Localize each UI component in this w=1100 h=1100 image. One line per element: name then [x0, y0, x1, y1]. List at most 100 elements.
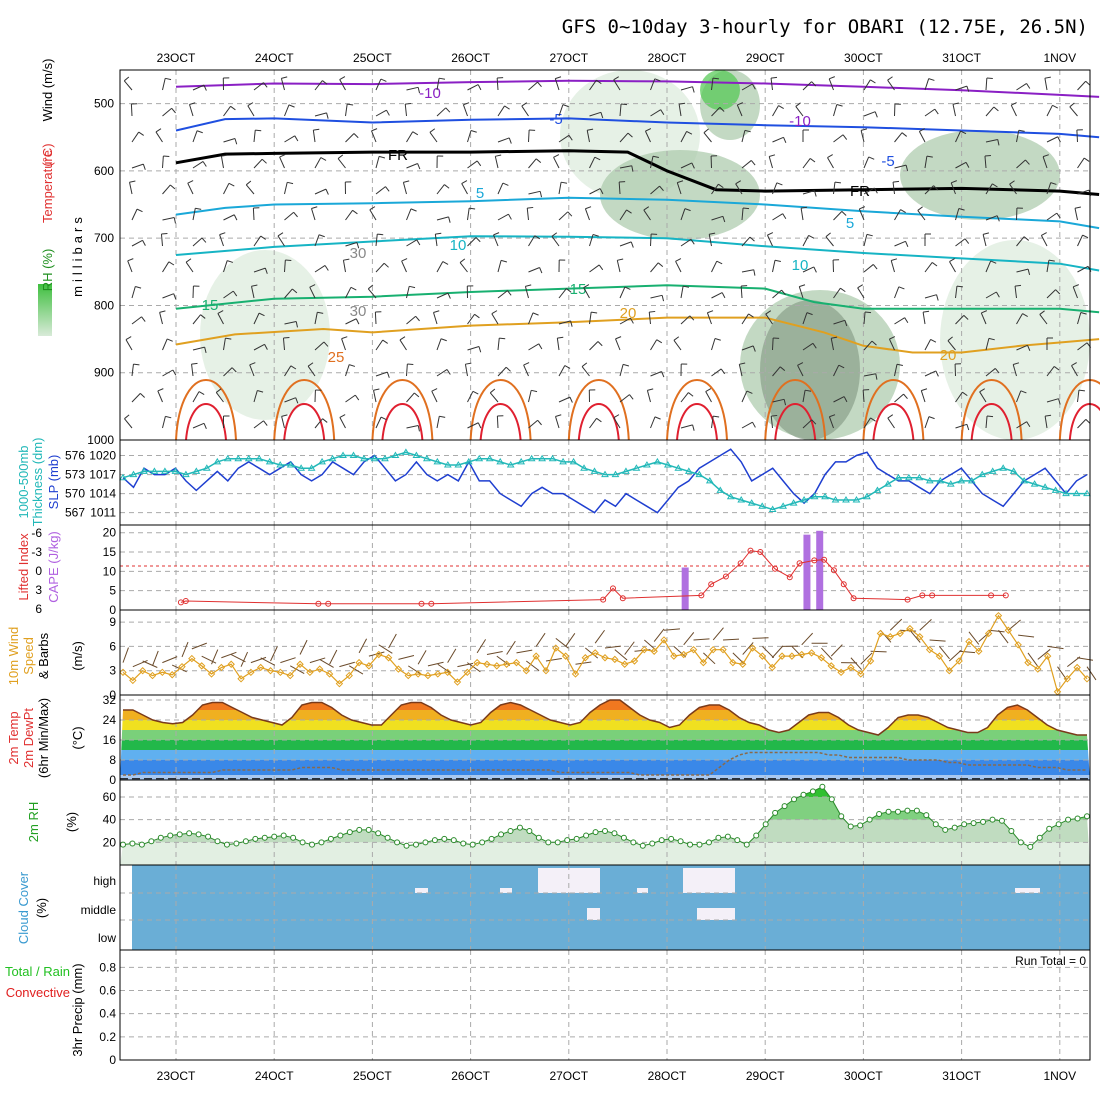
wind-barb	[281, 416, 285, 429]
wind-barb-flag	[808, 234, 815, 239]
wind-barb-flag	[203, 423, 207, 430]
wind-barb	[253, 420, 264, 429]
wind-speed-point	[699, 658, 708, 667]
wind-barb	[1046, 260, 1050, 273]
wind-barb	[680, 208, 686, 221]
rh2m-point	[1036, 834, 1043, 841]
wind-barb	[345, 394, 356, 403]
wind-barb	[675, 261, 682, 273]
wind-barb	[496, 415, 499, 429]
rh2m-point	[942, 826, 949, 833]
wind-barb	[833, 104, 838, 117]
rh-label: RH (%)	[40, 249, 55, 292]
wind-speed-point	[542, 667, 550, 675]
li-point	[182, 598, 189, 604]
wind-barb-flag	[203, 84, 207, 91]
wind-barb	[650, 339, 658, 351]
wind-barb	[476, 639, 487, 654]
bottom-x-tick: 31OCT	[942, 1069, 981, 1083]
wind-barb	[369, 209, 377, 221]
wind-barb-flag	[416, 239, 421, 246]
wind-barb	[125, 339, 133, 351]
bottom-x-tick: 25OCT	[353, 1069, 392, 1083]
wind-barb	[711, 368, 722, 377]
bottom-x-ticks: 23OCT 24OCT 25OCT 26OCT 27OCT 28OCT 29OCT 30OCT…	[157, 1069, 1076, 1083]
wind-barb	[558, 182, 562, 195]
rh2m-point	[913, 807, 920, 814]
top-x-tick: 30OCT	[844, 51, 883, 65]
wind-barb	[311, 208, 316, 221]
rh2m-point	[1055, 821, 1062, 828]
wind-barb	[526, 660, 540, 672]
wind-barb-flag	[783, 399, 787, 406]
wind-barb	[215, 392, 224, 403]
contour-label: -10	[789, 113, 811, 130]
wind-barb	[770, 416, 773, 429]
bottom-x-tick: 23OCT	[157, 1069, 196, 1083]
wind-barb-flag	[868, 156, 875, 160]
isotherm-30	[381, 403, 424, 441]
rh2m-point	[668, 835, 675, 842]
wind-barb	[374, 311, 377, 325]
li-point	[315, 600, 322, 607]
wind-speed-point	[197, 662, 206, 670]
wind-barb-flag	[936, 294, 939, 301]
thickness-point	[339, 451, 347, 459]
wind-barb-flag	[324, 265, 329, 271]
wind-barb-flag	[139, 393, 145, 398]
wind-barb	[406, 286, 410, 299]
wind-barb-flag	[995, 291, 1000, 298]
wind-barb	[1016, 344, 1028, 351]
wind-barb	[924, 156, 928, 169]
wind-barb	[528, 158, 537, 169]
wind-speed-point	[483, 660, 491, 668]
rh2m-point	[327, 835, 334, 842]
thickness-point	[653, 457, 662, 465]
rh2m-point	[630, 839, 637, 846]
rh2m-point	[488, 835, 495, 842]
cape-bar	[681, 567, 689, 610]
wind-barb	[589, 156, 596, 169]
wind-barb-flag	[891, 258, 898, 261]
wind-barb-flag	[386, 371, 390, 378]
wind-barb	[565, 633, 576, 647]
wind-barb	[436, 416, 440, 429]
wind-barb	[497, 105, 505, 117]
thickness-point	[737, 495, 746, 503]
wind-barb	[253, 267, 266, 273]
wind-barb-flag	[684, 208, 691, 212]
wind-barb	[894, 240, 906, 247]
thickness-point	[999, 464, 1008, 471]
wind-barb-flag	[716, 260, 723, 265]
wind-barb-flag	[165, 77, 172, 81]
wind-barb-flag	[263, 420, 268, 426]
wind-barb-flag	[566, 288, 572, 293]
wind-barb	[319, 658, 334, 668]
thickness-point	[433, 457, 442, 465]
wind-barb	[615, 338, 621, 351]
rh2m-point	[176, 831, 183, 838]
wind-barb	[223, 290, 234, 299]
wind-barb-flag	[318, 234, 325, 238]
wind-barb-flag	[963, 315, 969, 320]
wind-barb-flag	[1044, 76, 1051, 79]
wind-barb-flag	[737, 102, 744, 106]
wind-speed-point	[119, 668, 127, 677]
y-tick-label: 3	[109, 664, 116, 678]
wind-barb-flag	[185, 258, 192, 263]
wind-barb	[762, 646, 775, 659]
contour-label: 30	[350, 245, 367, 262]
wind-barb-flag	[439, 415, 446, 418]
y-tick-label: 24	[103, 713, 117, 727]
thickness-point	[223, 454, 232, 462]
wind-barb	[736, 104, 743, 117]
wind-barb	[459, 262, 468, 273]
wind-barb	[131, 364, 134, 377]
rh2m-point	[923, 812, 930, 819]
thickness-point	[181, 470, 190, 478]
wind-barb-flag	[720, 368, 726, 375]
rh2m-point	[290, 834, 297, 841]
thickness-point	[318, 457, 326, 465]
wind-barb	[1016, 159, 1026, 169]
wind-barb-flag	[956, 285, 963, 288]
